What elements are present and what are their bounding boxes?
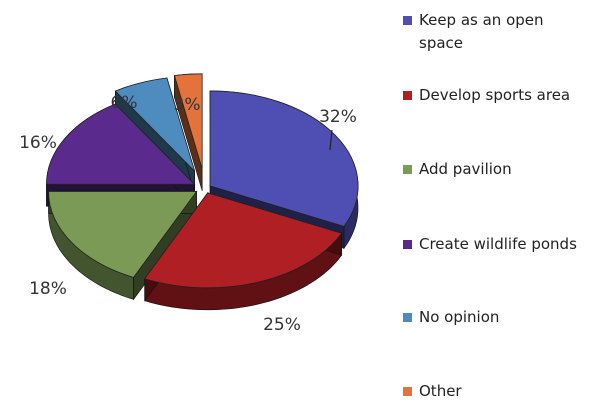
- legend-swatch: [403, 165, 412, 174]
- pie-slice: [209, 90, 359, 227]
- legend-label: No opinion: [419, 308, 499, 326]
- pie-value-label: 16%: [19, 133, 57, 153]
- legend-label: Create wildlife ponds: [419, 235, 577, 253]
- leader-line: [329, 129, 333, 151]
- pie-value-label: 3%: [174, 95, 201, 115]
- legend-swatch: [403, 16, 412, 25]
- pie-slice: [46, 103, 196, 185]
- legend-label: Add pavilion: [419, 160, 512, 178]
- legend-swatch: [403, 313, 412, 322]
- pie-slice: [48, 191, 198, 278]
- pie-value-label: 25%: [263, 315, 301, 335]
- legend-label: Other: [419, 382, 462, 400]
- pie-value-label: 18%: [29, 279, 67, 299]
- legend-swatch: [403, 240, 412, 249]
- pie-slice: [114, 77, 196, 172]
- legend-swatch: [403, 91, 412, 100]
- pie-slice: [173, 73, 203, 169]
- pie-value-label: 6%: [111, 93, 138, 113]
- legend-label: Keep as an open space: [419, 11, 544, 52]
- legend-swatch: [403, 387, 412, 396]
- pie-slice: [144, 192, 343, 289]
- pie-value-label: 32%: [319, 107, 357, 127]
- legend-label: Develop sports area: [419, 86, 570, 104]
